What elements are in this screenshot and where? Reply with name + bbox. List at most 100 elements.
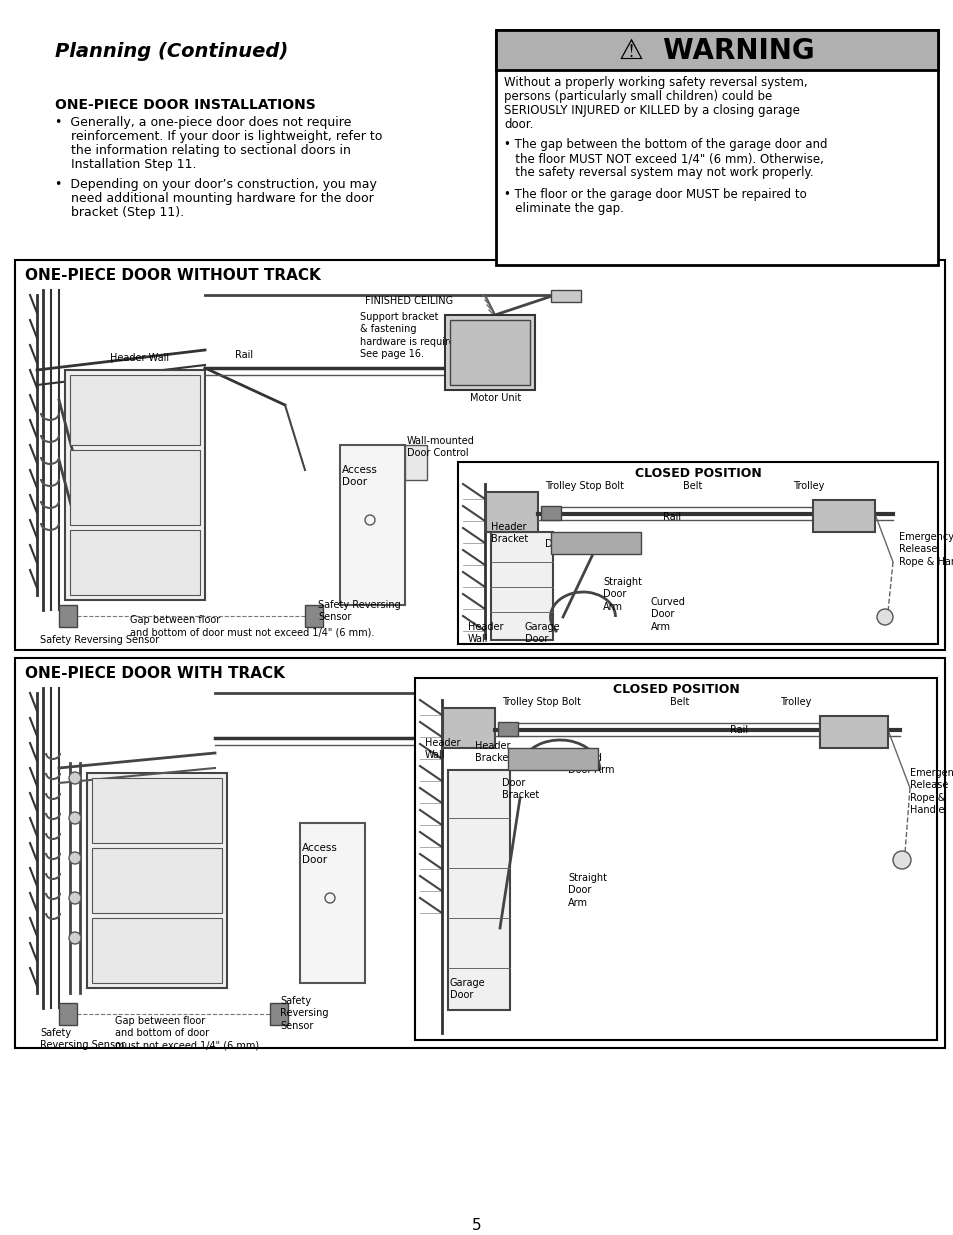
Bar <box>450 320 530 385</box>
Text: Door Bracket: Door Bracket <box>544 538 608 550</box>
Text: Header
Wall: Header Wall <box>424 739 460 761</box>
Text: Straight
Door
Arm: Straight Door Arm <box>567 873 606 908</box>
Circle shape <box>69 852 81 864</box>
Text: Safety
Reversing Sensor: Safety Reversing Sensor <box>40 1028 125 1051</box>
Text: ⚠  WARNING: ⚠ WARNING <box>618 37 814 65</box>
Text: Trolley Stop Bolt: Trolley Stop Bolt <box>544 480 623 492</box>
Text: Access
Door: Access Door <box>341 466 377 488</box>
Text: FINISHED CEILING: FINISHED CEILING <box>365 296 453 306</box>
Bar <box>15 261 944 650</box>
Bar <box>442 708 495 748</box>
Text: • The floor or the garage door MUST be repaired to: • The floor or the garage door MUST be r… <box>503 188 806 201</box>
Text: 5: 5 <box>472 1218 481 1233</box>
Text: •  Generally, a one-piece door does not require: • Generally, a one-piece door does not r… <box>55 116 351 128</box>
Bar <box>457 462 937 643</box>
Text: Motor Unit: Motor Unit <box>470 393 520 403</box>
Circle shape <box>892 851 910 869</box>
Bar <box>444 315 535 390</box>
Text: Gap between floor
and bottom of door
must not exceed 1/4" (6 mm).: Gap between floor and bottom of door mus… <box>115 1016 262 1051</box>
Text: Header Wall: Header Wall <box>110 353 169 363</box>
Bar <box>70 530 200 595</box>
Text: CLOSED POSITION: CLOSED POSITION <box>634 467 760 480</box>
Text: SERIOUSLY INJURED or KILLED by a closing garage: SERIOUSLY INJURED or KILLED by a closing… <box>503 104 799 117</box>
Text: the information relating to sectional doors in: the information relating to sectional do… <box>55 144 351 157</box>
Text: Header
Wall: Header Wall <box>468 622 503 645</box>
Bar <box>820 716 887 748</box>
Text: ONE-PIECE DOOR WITH TRACK: ONE-PIECE DOOR WITH TRACK <box>25 666 285 680</box>
Text: •  Depending on your door’s construction, you may: • Depending on your door’s construction,… <box>55 178 376 191</box>
Bar <box>15 658 944 1049</box>
Text: Installation Step 11.: Installation Step 11. <box>55 158 196 170</box>
Text: ONE-PIECE DOOR WITHOUT TRACK: ONE-PIECE DOOR WITHOUT TRACK <box>25 268 320 283</box>
Text: Emergency
Release
Rope & Handle: Emergency Release Rope & Handle <box>898 532 953 567</box>
Bar <box>299 823 365 983</box>
Text: CLOSED POSITION: CLOSED POSITION <box>612 683 739 697</box>
Text: Belt: Belt <box>669 697 689 706</box>
Bar <box>91 848 222 913</box>
Bar <box>485 492 537 532</box>
Text: Belt: Belt <box>682 480 701 492</box>
Bar <box>70 450 200 525</box>
Bar <box>59 1003 77 1025</box>
Text: Wall-mounted
Door Control: Wall-mounted Door Control <box>407 436 475 458</box>
Bar <box>59 605 77 627</box>
Circle shape <box>69 811 81 824</box>
Text: Trolley Stop Bolt: Trolley Stop Bolt <box>501 697 580 706</box>
Bar <box>497 722 517 736</box>
Text: Garage
Door: Garage Door <box>524 622 560 645</box>
Text: Straight
Door
Arm: Straight Door Arm <box>602 577 641 611</box>
Bar <box>405 445 427 480</box>
Text: Rail: Rail <box>662 513 680 522</box>
Text: Door
Bracket: Door Bracket <box>501 778 538 800</box>
Text: Curved
Door
Arm: Curved Door Arm <box>650 597 685 632</box>
Bar <box>91 778 222 844</box>
Text: eliminate the gap.: eliminate the gap. <box>503 203 623 215</box>
Text: Trolley: Trolley <box>780 697 810 706</box>
Text: Curved
Door Arm: Curved Door Arm <box>567 753 614 776</box>
Bar <box>415 678 936 1040</box>
Text: Emergency
Release
Rope &
Handle: Emergency Release Rope & Handle <box>909 768 953 815</box>
Text: Without a properly working safety reversal system,: Without a properly working safety revers… <box>503 77 807 89</box>
Text: Gap between floor
and bottom of door must not exceed 1/4" (6 mm).: Gap between floor and bottom of door mus… <box>130 615 374 637</box>
Text: reinforcement. If your door is lightweight, refer to: reinforcement. If your door is lightweig… <box>55 130 382 143</box>
Text: Planning (Continued): Planning (Continued) <box>55 42 288 61</box>
Text: Safety Reversing Sensor: Safety Reversing Sensor <box>40 635 159 645</box>
Bar <box>270 1003 288 1025</box>
Text: Safety
Reversing
Sensor: Safety Reversing Sensor <box>280 995 328 1031</box>
Bar <box>339 445 405 605</box>
Bar <box>70 375 200 445</box>
Text: the floor MUST NOT exceed 1/4" (6 mm). Otherwise,: the floor MUST NOT exceed 1/4" (6 mm). O… <box>503 152 823 165</box>
Bar <box>551 290 580 303</box>
Bar <box>507 748 598 769</box>
Text: Support bracket
& fastening
hardware is required.
See page 16.: Support bracket & fastening hardware is … <box>359 312 463 359</box>
Text: need additional mounting hardware for the door: need additional mounting hardware for th… <box>55 191 374 205</box>
Text: the safety reversal system may not work properly.: the safety reversal system may not work … <box>503 165 813 179</box>
Text: Access
Door: Access Door <box>302 844 337 866</box>
Bar <box>87 773 227 988</box>
Bar <box>305 605 323 627</box>
Circle shape <box>69 772 81 784</box>
Circle shape <box>876 609 892 625</box>
Text: Header
Bracket: Header Bracket <box>491 522 528 545</box>
Text: • The gap between the bottom of the garage door and: • The gap between the bottom of the gara… <box>503 138 826 151</box>
Circle shape <box>69 932 81 944</box>
Text: ONE-PIECE DOOR INSTALLATIONS: ONE-PIECE DOOR INSTALLATIONS <box>55 98 315 112</box>
Text: Garage
Door: Garage Door <box>450 978 485 1000</box>
Text: Rail: Rail <box>729 725 747 735</box>
Bar <box>91 918 222 983</box>
Bar <box>448 769 510 1010</box>
Text: Safety Reversing
Sensor: Safety Reversing Sensor <box>317 600 400 622</box>
Bar <box>491 532 553 640</box>
Text: door.: door. <box>503 119 533 131</box>
Bar <box>812 500 874 532</box>
Text: Rail: Rail <box>234 350 253 359</box>
Circle shape <box>69 892 81 904</box>
Text: bracket (Step 11).: bracket (Step 11). <box>55 206 184 219</box>
Text: Header
Bracket: Header Bracket <box>475 741 512 763</box>
Bar <box>551 532 640 555</box>
Text: Trolley: Trolley <box>792 480 823 492</box>
Text: persons (particularly small children) could be: persons (particularly small children) co… <box>503 90 771 103</box>
Bar <box>496 30 937 70</box>
Bar <box>65 370 205 600</box>
Bar <box>540 506 560 520</box>
